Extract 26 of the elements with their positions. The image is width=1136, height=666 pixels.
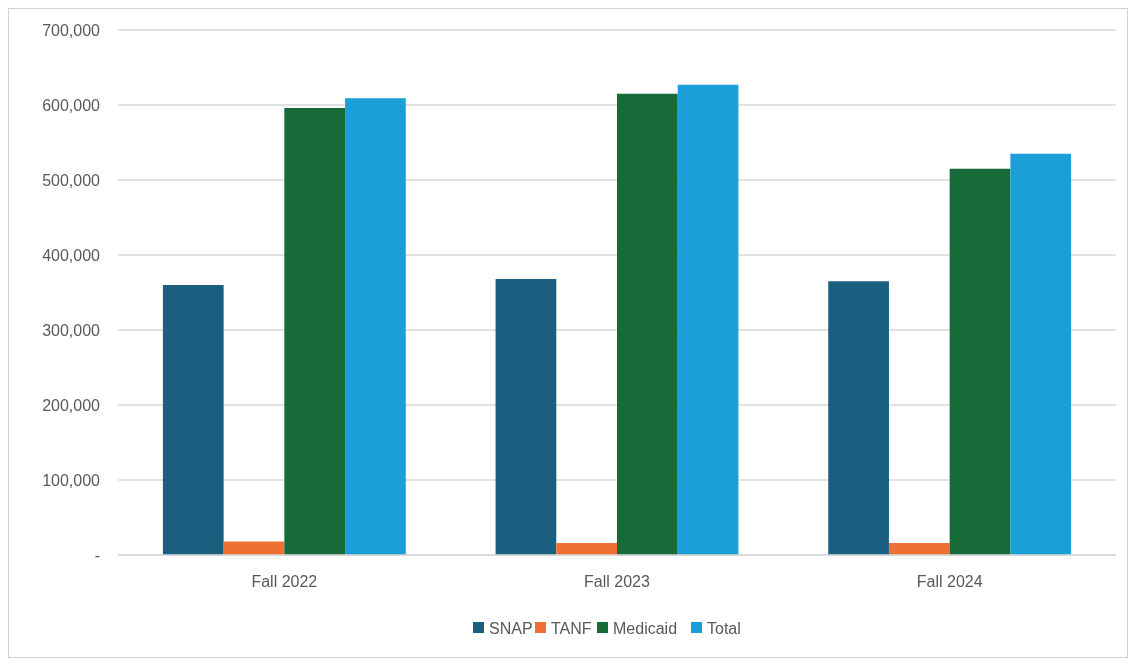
legend-label: Total [707, 619, 741, 637]
legend-label: SNAP [489, 619, 533, 637]
x-tick-label: Fall 2023 [584, 573, 651, 590]
y-tick-label: 100,000 [42, 471, 101, 489]
y-tick-label: - [94, 546, 100, 564]
bar [345, 98, 406, 555]
x-tick-label: Fall 2024 [916, 573, 983, 590]
bar [949, 168, 1011, 555]
y-tick-label: 400,000 [42, 246, 101, 264]
bar [677, 84, 739, 555]
bar [888, 543, 950, 555]
bar [617, 93, 678, 555]
legend-label: TANF [551, 619, 592, 637]
bar [162, 285, 224, 555]
x-tick-label: Fall 2022 [251, 573, 318, 590]
bar [556, 543, 617, 555]
y-tick-label: 300,000 [42, 321, 101, 339]
bar [828, 281, 889, 555]
y-tick-label: 700,000 [42, 21, 101, 39]
legend-label: Medicaid [613, 619, 678, 637]
bar [1010, 153, 1072, 555]
y-tick-label: 500,000 [42, 171, 101, 189]
bar [284, 108, 346, 555]
y-tick-label: 200,000 [42, 396, 101, 414]
bar [495, 279, 557, 555]
y-tick-label: 600,000 [42, 96, 101, 114]
